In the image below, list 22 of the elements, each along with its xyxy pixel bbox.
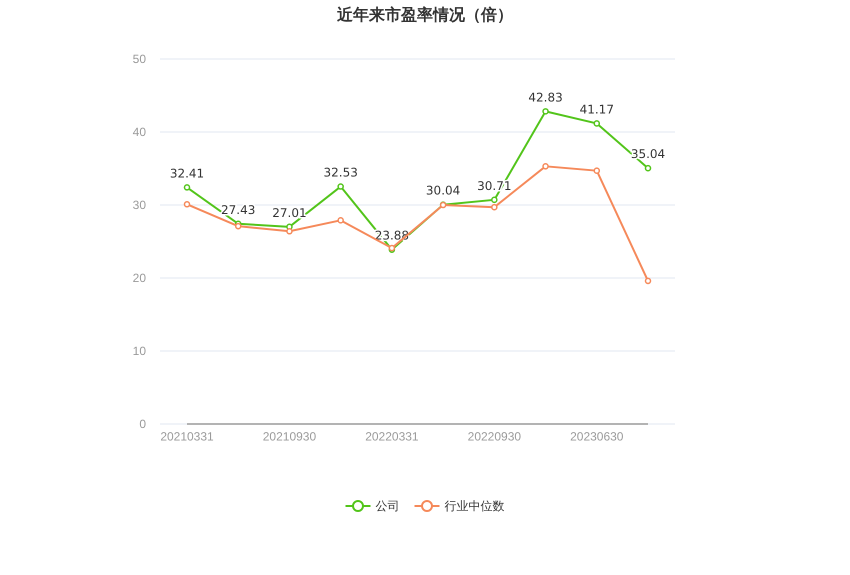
data-label: 41.17 xyxy=(580,102,614,116)
data-label: 35.04 xyxy=(630,147,666,162)
x-tick-label: 20210331 xyxy=(160,430,214,444)
y-tick-label: 0 xyxy=(139,416,146,431)
y-tick-label: 40 xyxy=(132,124,146,139)
data-label: 42.83 xyxy=(528,90,563,104)
chart-title: 近年来市盈率情况（倍） xyxy=(336,5,513,24)
x-tick-label: 20210930 xyxy=(262,430,316,444)
data-label: 30.04 xyxy=(426,184,460,198)
x-tick-label: 20230630 xyxy=(570,430,624,444)
data-label: 32.53 xyxy=(323,166,358,180)
y-tick-label: 10 xyxy=(132,344,146,358)
data-label: 27.01 xyxy=(272,206,307,220)
legend-label: 公司 xyxy=(376,499,400,513)
legend-label: 行业中位数 xyxy=(444,499,504,513)
x-tick-label: 20220331 xyxy=(365,430,419,444)
x-tick-label: 20220930 xyxy=(468,430,522,444)
data-label: 32.41 xyxy=(170,166,204,180)
y-tick-label: 20 xyxy=(132,270,146,285)
y-tick-label: 30 xyxy=(132,198,146,212)
data-label: 27.43 xyxy=(221,202,256,217)
y-tick-label: 50 xyxy=(132,52,146,66)
